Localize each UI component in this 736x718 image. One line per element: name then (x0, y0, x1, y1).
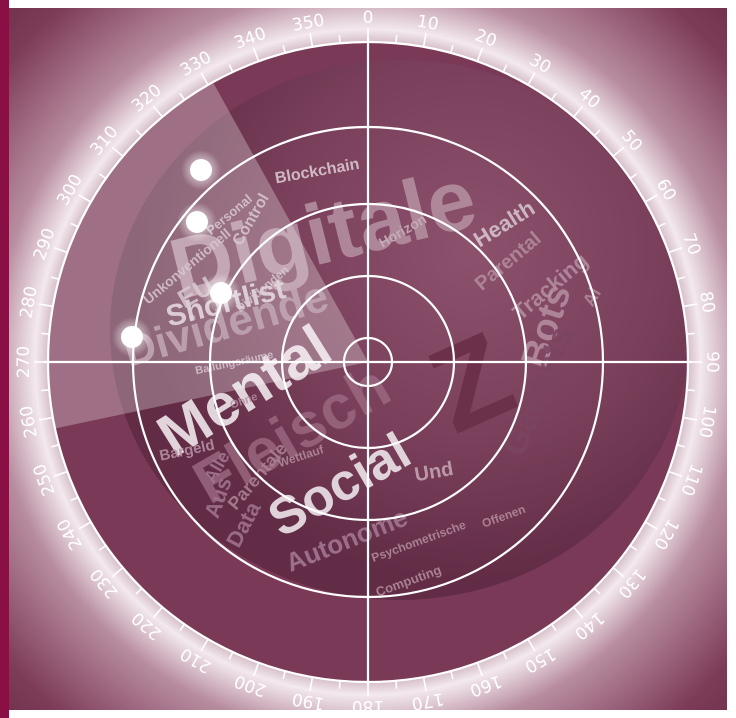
degree-label: 180 (352, 696, 384, 716)
degree-tick (593, 129, 601, 137)
degree-tick (629, 173, 638, 180)
degree-tick (78, 521, 92, 530)
degree-tick (41, 332, 50, 335)
degree-tick (53, 470, 68, 477)
degree-tick (228, 64, 234, 73)
degree-tick (682, 303, 698, 308)
degree-tick (676, 444, 686, 448)
degree-tick (644, 194, 658, 203)
degree-tick (41, 389, 50, 392)
blip (177, 202, 217, 242)
degree-label: 0 (363, 8, 374, 28)
degree-tick (668, 247, 683, 254)
degree-tick (50, 444, 60, 448)
degree-tick (179, 92, 186, 101)
degree-tick (111, 146, 124, 157)
degree-tick (152, 105, 163, 118)
degree-label: 90 (702, 351, 722, 373)
degree-tick (657, 222, 666, 228)
degree-tick (98, 173, 107, 180)
degree-tick (612, 567, 625, 578)
left-accent-bar (0, 0, 9, 718)
degree-tick (476, 47, 483, 62)
degree-tick (53, 247, 68, 254)
degree-tick (38, 303, 54, 308)
degree-tick (422, 32, 427, 48)
degree-tick (78, 194, 92, 203)
degree-tick (550, 623, 557, 632)
blip (181, 150, 221, 190)
degree-tick (682, 416, 698, 421)
degree-tick (395, 680, 398, 689)
degree-tick (98, 544, 107, 551)
degree-tick (550, 92, 557, 101)
degree-tick (527, 72, 536, 86)
degree-tick (50, 276, 60, 280)
degree-tick (338, 35, 341, 44)
degree-tick (395, 35, 398, 44)
degree-tick (629, 544, 638, 551)
degree-tick (502, 64, 508, 73)
degree-label: 80 (695, 290, 718, 315)
degree-tick (135, 587, 143, 595)
degree-ticks (34, 28, 702, 696)
blip (112, 317, 152, 357)
degree-tick (573, 105, 584, 118)
degree-tick (593, 587, 601, 595)
degree-tick (179, 623, 186, 632)
degree-tick (338, 680, 341, 689)
degree-tick (668, 470, 683, 477)
degree-tick (70, 496, 79, 502)
degree-tick (573, 606, 584, 619)
degree-tick (686, 332, 695, 335)
degree-tick (111, 567, 124, 578)
degree-tick (450, 670, 454, 680)
degree-tick (450, 44, 454, 54)
degree-label: 10 (415, 11, 440, 34)
degree-tick (612, 146, 625, 157)
degree-tick (200, 638, 209, 652)
degree-tick (686, 389, 695, 392)
degree-tick (657, 496, 666, 502)
degree-tick (152, 606, 163, 619)
degree-tick (228, 651, 234, 660)
degree-tick (476, 662, 483, 677)
degree-tick (527, 638, 536, 652)
blip (201, 273, 241, 313)
radar-blips (112, 150, 241, 357)
degree-tick (676, 276, 686, 280)
degree-tick (70, 222, 79, 228)
degree-tick (282, 670, 286, 680)
degree-tick (253, 47, 260, 62)
degree-tick (644, 521, 658, 530)
degree-tick (502, 651, 508, 660)
degree-tick (253, 662, 260, 677)
degree-tick (200, 72, 209, 86)
degree-tick (422, 676, 427, 692)
degree-tick (309, 676, 314, 692)
crosshair (44, 38, 692, 686)
degree-label: 270 (14, 346, 34, 378)
degree-tick (309, 32, 314, 48)
degree-tick (282, 44, 286, 54)
degree-tick (38, 416, 54, 421)
degree-tick (135, 129, 143, 137)
